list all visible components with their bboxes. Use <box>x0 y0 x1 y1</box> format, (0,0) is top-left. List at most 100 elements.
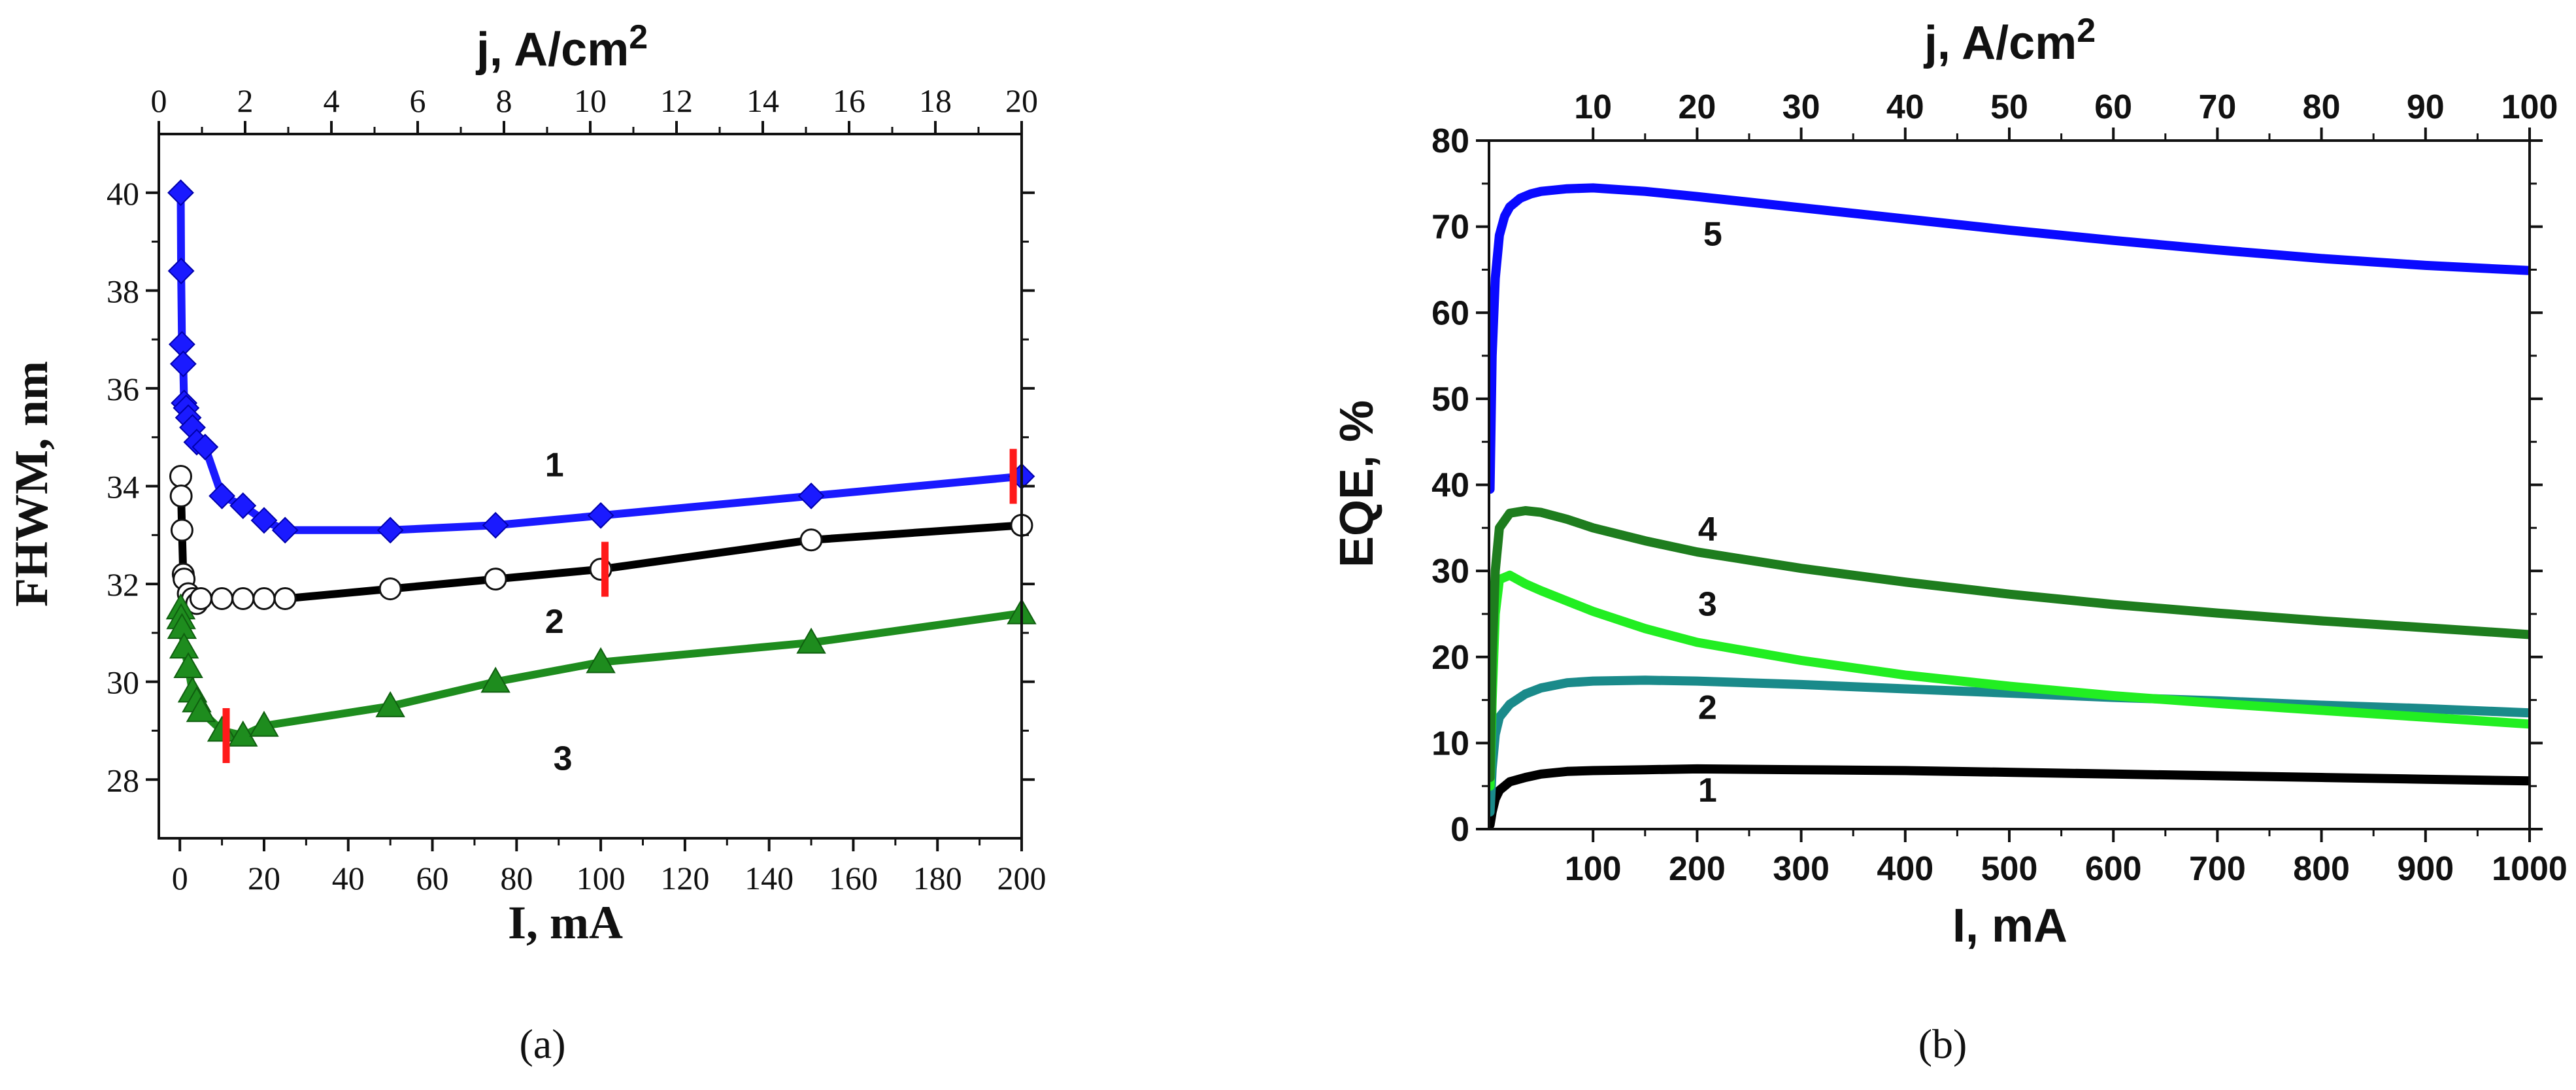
chart-a-series-1-point <box>797 483 825 509</box>
chart-b-ytick-label: 70 <box>1431 209 1469 247</box>
chart-b-ytick-label: 40 <box>1431 467 1469 505</box>
chart-a-series-2-point <box>273 587 297 611</box>
chart-b-series-label: 2 <box>1698 689 1717 727</box>
chart-b-xtick-label: 700 <box>2189 850 2246 888</box>
chart-a-xtick-label: 160 <box>829 860 878 896</box>
chart-b-xlabel: I, mA <box>1952 900 2067 952</box>
chart-a-series-1-point <box>209 483 235 509</box>
chart-a-series-3-point <box>586 647 616 673</box>
chart-a-xtick-label: 140 <box>744 860 794 896</box>
chart-a-x2tick-label: 6 <box>410 82 426 119</box>
chart-a-series-1-point <box>167 179 194 207</box>
chart-a-x2label-sup: 2 <box>629 18 648 56</box>
chart-b-xtick-label: 300 <box>1773 850 1830 888</box>
chart-b-series-label: 4 <box>1698 511 1717 549</box>
chart-a-series-1-point <box>271 517 299 544</box>
chart-a-x2tick-label: 14 <box>746 82 779 119</box>
chart-b-x2tick-label: 60 <box>2094 88 2132 126</box>
chart-a-series-3-point <box>249 710 279 737</box>
chart-a-series-3-point <box>375 691 405 717</box>
chart-a-xtick-label: 60 <box>416 860 449 896</box>
chart-b-series-1-line <box>1489 764 2530 829</box>
chart-a-xtick-label: 0 <box>172 860 188 896</box>
chart-a-series-1-point <box>376 517 404 544</box>
chart-a-x2tick-label: 10 <box>574 82 607 119</box>
chart-b-series-5-line <box>1489 183 2530 494</box>
chart-a-series-2-point <box>252 587 276 611</box>
chart-b-series-4-line <box>1489 506 2530 782</box>
chart-b-x2tick-label: 90 <box>2407 88 2445 126</box>
chart-a-x2label: j, A/cm2 <box>475 18 648 76</box>
chart-a-series-3-point <box>796 627 826 654</box>
chart-b-xtick-label: 600 <box>2085 850 2142 888</box>
chart-a-series-2-point <box>169 465 192 488</box>
chart-b-ytick-label: 60 <box>1431 294 1469 332</box>
chart-b-xtick-label: 400 <box>1877 850 1933 888</box>
chart-a-series-1-point <box>192 434 219 461</box>
chart-b-x2label: j, A/cm2 <box>1923 12 2096 69</box>
chart-a-x2tick-label: 0 <box>151 82 167 119</box>
chart-a-x2label-text: j, A/cm <box>475 24 629 76</box>
chart-a-series-2-point <box>170 519 193 542</box>
chart-b-ytick-label: 30 <box>1431 553 1469 590</box>
chart-a-xtick-label: 80 <box>500 860 533 896</box>
chart-a-x2tick-label: 8 <box>496 82 512 119</box>
chart-a-xtick-label: 40 <box>332 860 365 896</box>
chart-a-series-label: 3 <box>554 740 573 777</box>
chart-a-ytick-label: 28 <box>107 762 139 798</box>
chart-b-xtick-label: 900 <box>2397 850 2454 888</box>
chart-b-xtick-label: 800 <box>2293 850 2350 888</box>
chart-a-series-1-point <box>229 492 257 519</box>
chart-a-x2tick-label: 4 <box>324 82 340 119</box>
chart-b-series-label: 3 <box>1698 586 1717 624</box>
chart-a-series-1-point <box>587 502 614 529</box>
chart-b-ytick-label: 10 <box>1431 724 1469 762</box>
chart-a-ytick-label: 30 <box>107 664 139 701</box>
chart-a-series-2-point <box>169 484 193 507</box>
chart-b-ytick-label: 0 <box>1450 811 1469 849</box>
chart-a-series-1-point <box>482 511 509 539</box>
panel-label-a: (a) <box>519 1021 565 1067</box>
chart-a-series-label: 2 <box>545 603 564 641</box>
chart-b-ytick-label: 80 <box>1431 122 1469 160</box>
chart-a-series-3-point <box>228 720 258 747</box>
chart-a-series-3-point <box>173 652 203 678</box>
chart-b-series-label: 1 <box>1698 772 1717 809</box>
chart-a-ytick-label: 36 <box>107 371 139 407</box>
chart-a-ytick-label: 38 <box>107 273 139 309</box>
chart-a-series-2-point <box>231 587 255 611</box>
chart-a-xlabel: I, mA <box>508 896 623 949</box>
chart-b-x2label-text: j, A/cm <box>1923 17 2077 69</box>
chart-b-xtick-label: 1000 <box>2492 850 2568 888</box>
chart-a-xtick-label: 20 <box>248 860 280 896</box>
chart-b-x2tick-label: 20 <box>1678 88 1716 126</box>
chart-a-series-2-point <box>378 577 402 601</box>
chart-a-series-label: 1 <box>545 447 564 485</box>
chart-a-series-3-point <box>480 666 510 693</box>
chart-a-x2tick-label: 12 <box>660 82 693 119</box>
chart-a-series-3-point <box>169 632 199 659</box>
chart-b-x2tick-label: 30 <box>1782 88 1820 126</box>
chart-b-ytick-label: 50 <box>1431 381 1469 418</box>
chart-b-ytick-label: 20 <box>1431 639 1469 677</box>
chart-b-xtick-label: 100 <box>1565 850 1622 888</box>
chart-a-ytick-label: 32 <box>107 566 139 603</box>
chart-b-x2tick-label: 10 <box>1574 88 1612 126</box>
chart-b-xtick-label: 500 <box>1981 850 2038 888</box>
chart-b-x2tick-label: 100 <box>2501 88 2558 126</box>
chart-a-series-1-point <box>169 350 197 377</box>
chart-a-series-3-point <box>186 696 216 723</box>
chart-b-x2tick-label: 40 <box>1886 88 1924 126</box>
chart-a-x2tick-label: 18 <box>919 82 952 119</box>
chart-a-series-2-point <box>799 528 823 552</box>
chart-a-xtick-label: 180 <box>913 860 962 896</box>
chart-a-ylabel: FHWM, nm <box>5 361 58 607</box>
chart-b-x2label-sup: 2 <box>2077 12 2096 50</box>
chart-b-series-label: 5 <box>1703 216 1722 254</box>
chart-a-series-2-point <box>484 568 507 591</box>
chart-b-xtick-label: 200 <box>1669 850 1726 888</box>
chart-b-ylabel: EQE, % <box>1331 400 1383 568</box>
